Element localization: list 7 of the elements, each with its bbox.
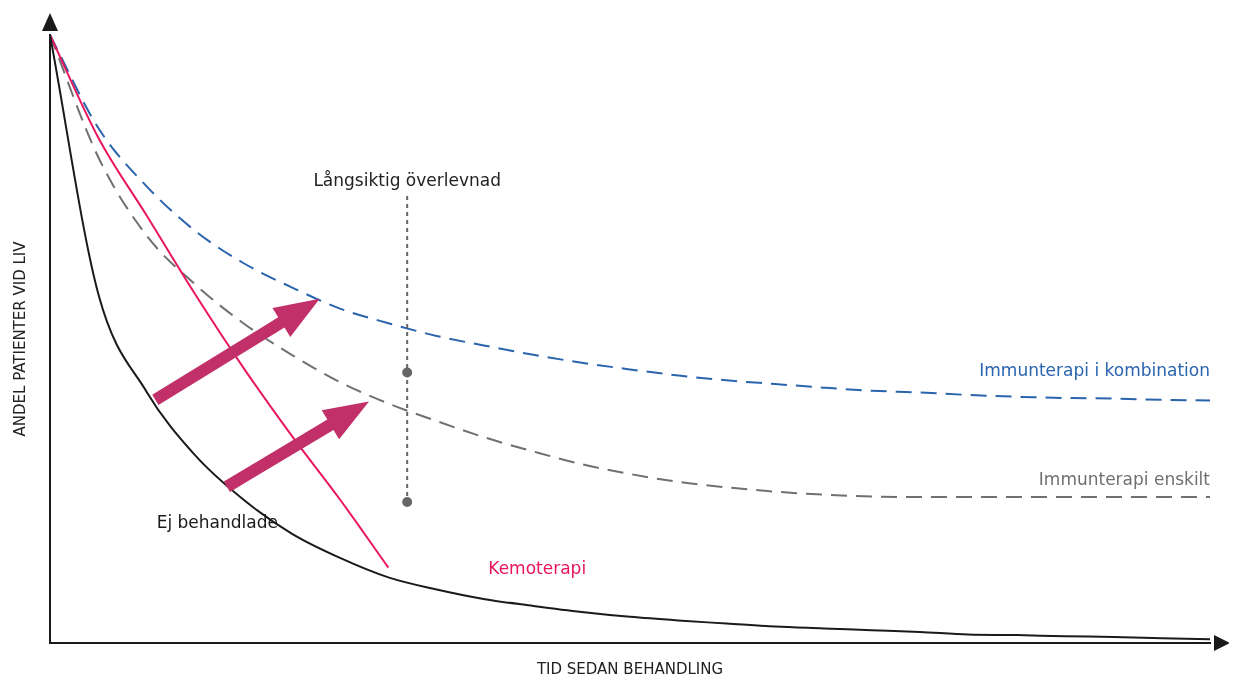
text: Kemoterapi: [488, 557, 587, 578]
series-label: Immunterapi enskilt: [1038, 469, 1211, 489]
y-axis-title: ANDEL PATIENTER VID LIV: [10, 240, 29, 437]
annotation: Långsiktig överlevnad: [313, 169, 501, 190]
x-axis-title: TID SEDAN BEHANDLING: [535, 659, 724, 678]
series-label: Immunterapi i kombination: [979, 360, 1210, 381]
series-label: Ej behandlade: [156, 511, 278, 532]
